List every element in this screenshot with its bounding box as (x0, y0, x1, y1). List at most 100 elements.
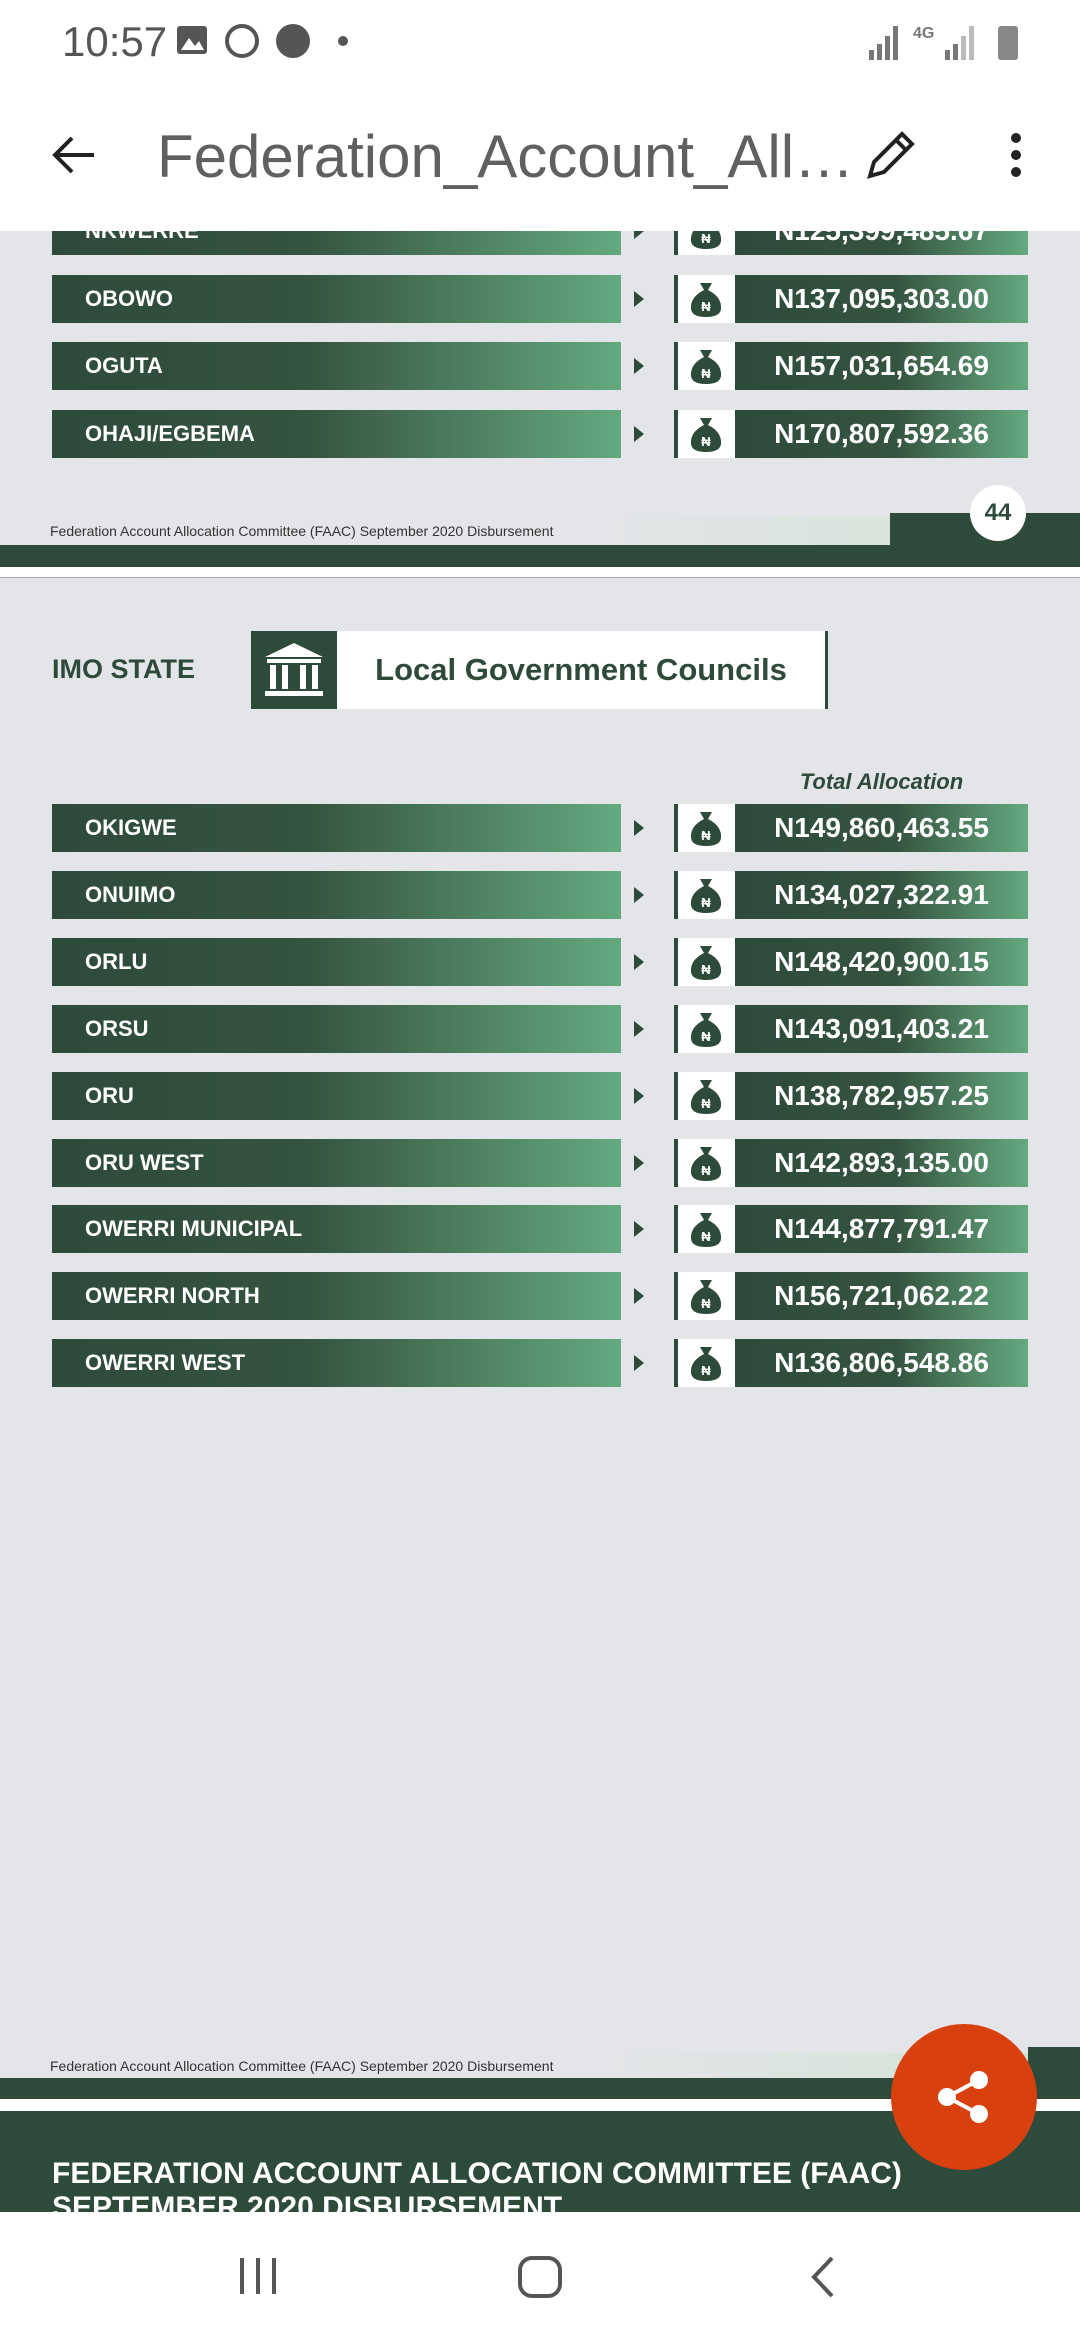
status-icons (177, 24, 348, 58)
money-bag: ₦ (690, 282, 722, 317)
page-gap (0, 2099, 1080, 2111)
naira-sign: ₦ (701, 366, 711, 381)
menu-button[interactable] (1006, 130, 1026, 180)
naira-sign: ₦ (701, 1029, 711, 1044)
money-icon: ₦ (674, 409, 735, 458)
row-arrow (634, 231, 644, 239)
page-footer: Federation Account Allocation Committee … (50, 2058, 554, 2074)
money-bag: ₦ (690, 1146, 722, 1181)
nav-buttons (240, 2256, 834, 2298)
naira-sign: ₦ (701, 895, 711, 910)
naira-sign: ₦ (701, 1096, 711, 1111)
lga-name: ORSU (52, 1004, 621, 1053)
lga-name: OWERRI MUNICIPAL (52, 1205, 621, 1254)
lga-name: OKIGWE (52, 804, 621, 852)
allocation-value: N125,399,485.67 (735, 231, 1028, 255)
allocation-value: N142,893,135.00 (735, 1138, 1028, 1187)
naira-sign: ₦ (701, 1163, 711, 1178)
svg-text:4G: 4G (913, 25, 934, 42)
row-arrow (634, 1154, 644, 1171)
row-arrow (634, 1288, 644, 1305)
lga-name: NKWERRE (52, 231, 621, 255)
page-gap (0, 567, 1080, 577)
money-icon: ₦ (674, 1138, 735, 1187)
money-icon: ₦ (674, 342, 735, 390)
back-button[interactable] (50, 130, 100, 180)
naira-sign: ₦ (701, 434, 711, 449)
recents-button[interactable] (240, 2258, 276, 2294)
naira-sign: ₦ (701, 1296, 711, 1311)
allocation-value: N156,721,062.22 (735, 1272, 1028, 1321)
banner-line: SEPTEMBER 2020 DISBURSEMENT (52, 2191, 563, 2212)
row-arrow (634, 290, 644, 307)
allocation-value: N149,860,463.55 (735, 804, 1028, 852)
allocation-value: N138,782,957.25 (735, 1071, 1028, 1120)
section-title: Local Government Councils (375, 652, 787, 687)
money-bag: ₦ (690, 945, 722, 980)
page-border (0, 577, 1080, 578)
lga-name: OBOWO (52, 274, 621, 323)
naira-sign: ₦ (701, 1363, 711, 1378)
lga-name: OGUTA (52, 342, 621, 390)
row-arrow (634, 1020, 644, 1037)
lga-name: OWERRI NORTH (52, 1272, 621, 1321)
row-arrow (634, 953, 644, 970)
banner-line: FEDERATION ACCOUNT ALLOCATION COMMITTEE … (52, 2157, 902, 2190)
navigation-bar (0, 2212, 1080, 2340)
share-button[interactable] (891, 2024, 1037, 2170)
page-number: 44 (970, 485, 1026, 541)
money-bag: ₦ (690, 878, 722, 913)
state-label: IMO STATE (52, 654, 195, 684)
lga-name: ORU (52, 1071, 621, 1120)
money-icon: ₦ (674, 1272, 735, 1321)
footer-band (0, 545, 1080, 567)
row-arrow (634, 886, 644, 903)
footer-band (0, 2078, 1080, 2099)
row-arrow (634, 425, 644, 442)
money-icon: ₦ (674, 274, 735, 323)
row-arrow (634, 358, 644, 374)
status-right-icons: 4G (869, 25, 1018, 60)
back-nav-button[interactable] (811, 2256, 834, 2298)
document-view: Federation Account Allocation Committee … (0, 231, 1080, 2212)
allocation-value: N170,807,592.36 (735, 409, 1028, 458)
money-bag: ₦ (690, 1012, 722, 1047)
allocation-value: N148,420,900.15 (735, 937, 1028, 986)
app-title: Federation_Account_All… (157, 123, 855, 190)
column-header: Total Allocation (799, 769, 964, 794)
money-bag: ₦ (690, 1213, 722, 1248)
money-bag: ₦ (690, 812, 722, 846)
edit-button[interactable] (862, 128, 918, 184)
naira-sign: ₦ (701, 962, 711, 977)
money-icon: ₦ (674, 1339, 735, 1388)
naira-sign: ₦ (701, 1229, 711, 1244)
money-icon: ₦ (674, 1071, 735, 1120)
row-arrow (634, 1221, 644, 1238)
allocation-value: N157,031,654.69 (735, 342, 1028, 390)
status-time: 10:57 (62, 18, 168, 65)
page-footer: Federation Account Allocation Committee … (50, 523, 554, 539)
money-icon: ₦ (674, 937, 735, 986)
home-button[interactable] (518, 2256, 562, 2298)
section-icon (251, 631, 337, 709)
lga-name: OWERRI WEST (52, 1339, 621, 1388)
allocation-value: N137,095,303.00 (735, 274, 1028, 323)
money-bag: ₦ (690, 231, 722, 249)
lga-name: ONUIMO (52, 870, 621, 919)
money-icon: ₦ (674, 1004, 735, 1053)
allocation-value: N143,091,403.21 (735, 1004, 1028, 1053)
money-bag: ₦ (690, 417, 722, 452)
allocation-value: N144,877,791.47 (735, 1205, 1028, 1254)
lga-name: ORLU (52, 937, 621, 986)
naira-sign: ₦ (701, 828, 711, 843)
row-arrow (634, 1355, 644, 1372)
money-icon: ₦ (674, 231, 735, 255)
row-arrow (634, 1087, 644, 1104)
naira-sign: ₦ (701, 299, 711, 314)
footer-tab (1028, 2047, 1080, 2078)
money-icon: ₦ (674, 1205, 735, 1254)
row-arrow (634, 820, 644, 836)
money-bag: ₦ (690, 1347, 722, 1382)
money-icon: ₦ (674, 804, 735, 852)
